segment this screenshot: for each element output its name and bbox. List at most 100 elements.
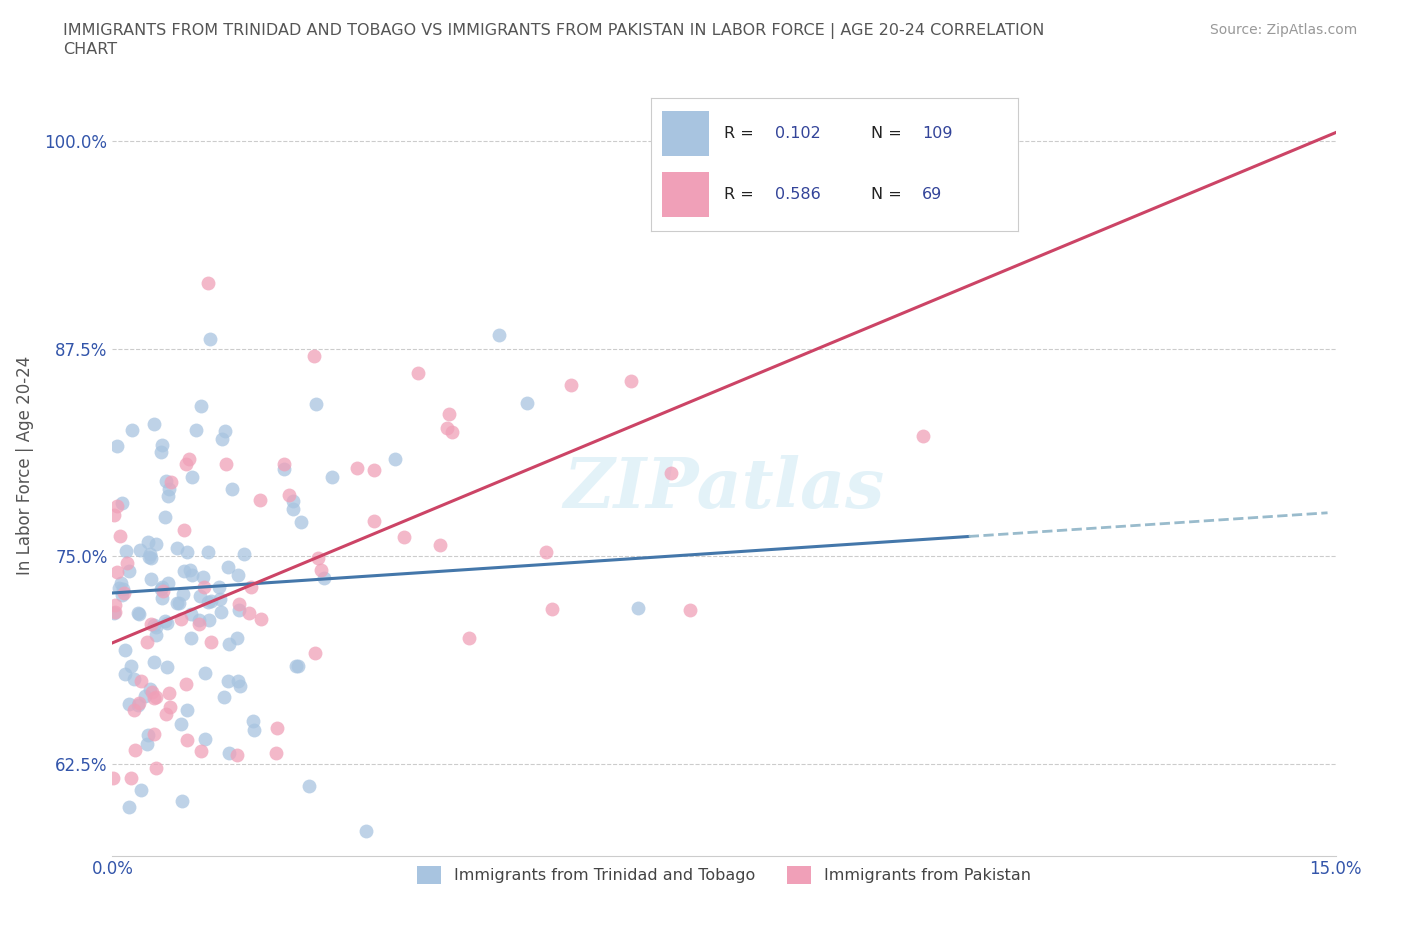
Point: [103, 605, 125, 620]
Point: [659, 465, 682, 480]
Point: [177, 451, 200, 466]
Point: [314, 570, 336, 585]
Point: [173, 564, 195, 578]
Point: [169, 716, 191, 731]
Point: [304, 349, 326, 364]
Point: [129, 783, 152, 798]
Point: [232, 547, 254, 562]
Point: [266, 721, 288, 736]
Point: [115, 556, 138, 571]
Point: [155, 707, 177, 722]
Point: [105, 498, 128, 513]
Point: [242, 723, 264, 737]
Point: [120, 770, 142, 785]
Point: [298, 778, 321, 793]
Point: [156, 576, 179, 591]
Point: [136, 728, 159, 743]
Point: [250, 612, 273, 627]
Point: [142, 655, 165, 670]
Point: [139, 617, 162, 631]
Point: [516, 395, 538, 410]
Point: [145, 628, 167, 643]
Point: [114, 667, 136, 682]
Point: [620, 374, 643, 389]
Y-axis label: In Labor Force | Age 20-24: In Labor Force | Age 20-24: [15, 355, 34, 575]
Point: [105, 438, 128, 453]
Point: [166, 596, 188, 611]
Point: [221, 482, 243, 497]
Point: [155, 474, 177, 489]
Point: [105, 565, 128, 579]
Point: [264, 746, 287, 761]
Point: [139, 681, 162, 696]
Point: [104, 597, 127, 612]
Point: [104, 604, 127, 619]
Point: [226, 748, 249, 763]
Point: [187, 613, 209, 628]
Point: [560, 378, 582, 392]
Point: [156, 659, 179, 674]
Point: [139, 547, 162, 562]
Point: [200, 593, 222, 608]
Point: [152, 583, 174, 598]
Point: [131, 673, 153, 688]
Point: [197, 276, 219, 291]
Legend: Immigrants from Trinidad and Tobago, Immigrants from Pakistan: Immigrants from Trinidad and Tobago, Imm…: [411, 859, 1038, 891]
Point: [112, 585, 135, 600]
Point: [176, 702, 198, 717]
Point: [179, 563, 201, 578]
Point: [228, 597, 250, 612]
Text: IMMIGRANTS FROM TRINIDAD AND TOBAGO VS IMMIGRANTS FROM PAKISTAN IN LABOR FORCE |: IMMIGRANTS FROM TRINIDAD AND TOBAGO VS I…: [63, 23, 1045, 39]
Point: [166, 541, 188, 556]
Point: [149, 445, 172, 460]
Point: [136, 634, 159, 649]
Point: [193, 579, 215, 594]
Point: [363, 462, 385, 477]
Point: [157, 685, 180, 700]
Point: [150, 591, 173, 605]
Point: [191, 569, 214, 584]
Text: Source: ZipAtlas.com: Source: ZipAtlas.com: [1209, 23, 1357, 37]
Point: [134, 688, 156, 703]
Point: [273, 461, 295, 476]
Point: [197, 544, 219, 559]
Point: [627, 601, 650, 616]
Point: [108, 529, 131, 544]
Point: [139, 572, 162, 587]
Point: [127, 698, 149, 712]
Point: [142, 417, 165, 432]
Point: [198, 331, 221, 346]
Point: [436, 420, 458, 435]
Point: [180, 470, 202, 485]
Point: [142, 618, 165, 632]
Point: [135, 737, 157, 751]
Point: [406, 365, 429, 380]
Point: [173, 523, 195, 538]
Point: [122, 671, 145, 686]
Point: [124, 742, 146, 757]
Point: [150, 579, 173, 594]
Point: [197, 594, 219, 609]
Point: [429, 538, 451, 552]
Point: [239, 579, 262, 594]
Point: [226, 673, 249, 688]
Point: [249, 493, 271, 508]
Point: [190, 589, 212, 604]
Point: [176, 733, 198, 748]
Point: [136, 534, 159, 549]
Point: [128, 543, 150, 558]
Point: [354, 823, 377, 838]
Point: [127, 605, 149, 620]
Point: [150, 581, 173, 596]
Point: [679, 603, 702, 618]
Point: [172, 587, 194, 602]
Point: [107, 580, 129, 595]
Point: [121, 422, 143, 437]
Point: [122, 702, 145, 717]
Point: [440, 425, 463, 440]
Point: [194, 666, 217, 681]
Point: [103, 770, 125, 785]
Point: [187, 617, 209, 631]
Point: [540, 601, 562, 616]
Point: [111, 588, 134, 603]
